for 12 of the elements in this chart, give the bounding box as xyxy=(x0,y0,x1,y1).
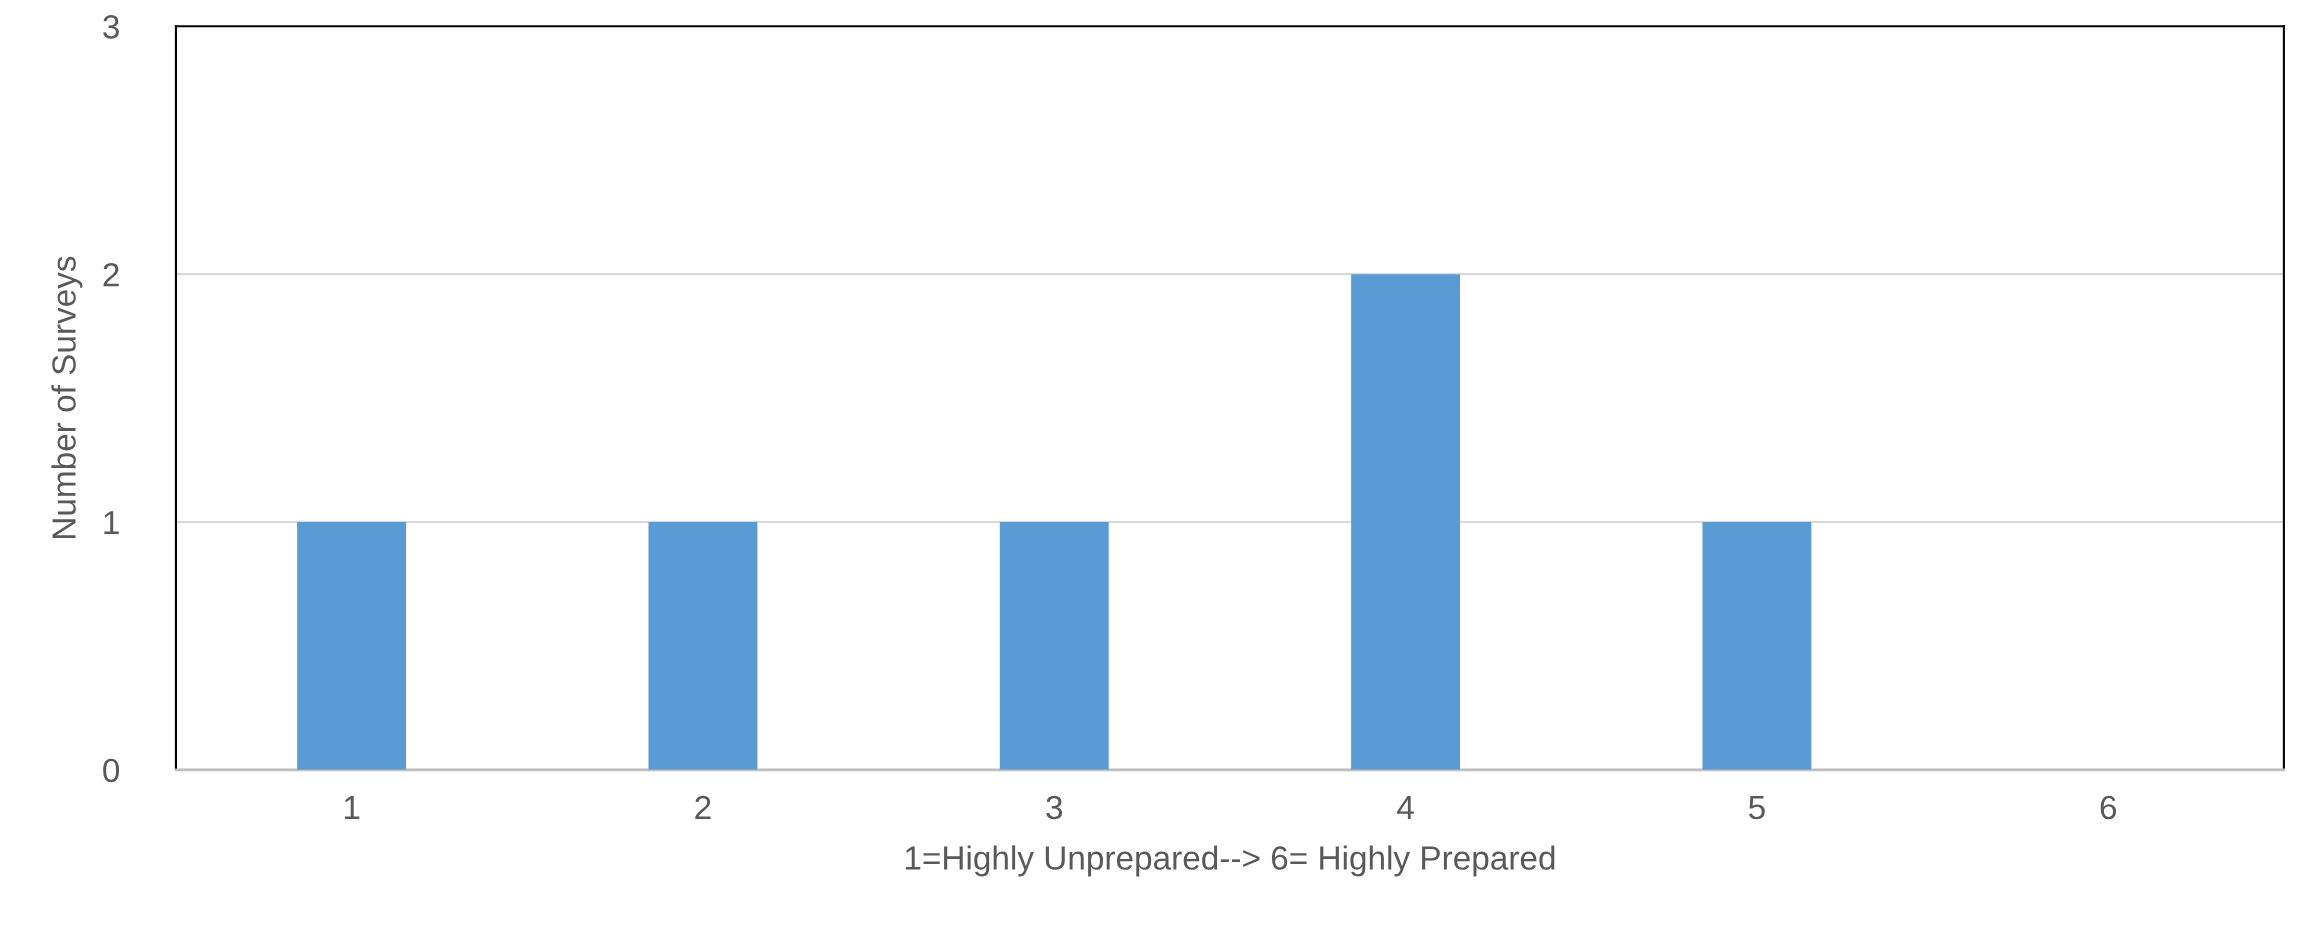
y-tick-label: 3 xyxy=(103,15,119,39)
y-tick-label: 2 xyxy=(103,262,119,287)
x-tick-label: 4 xyxy=(1397,796,1414,820)
x-tick-label: 6 xyxy=(2100,795,2117,820)
x-tick-label: 2 xyxy=(695,795,711,820)
x-tick-label: 3 xyxy=(1046,795,1063,820)
y-tick-label: 0 xyxy=(103,758,120,783)
x-axis-title: 1=Highly Unprepared--> 6= Highly Prepared xyxy=(905,845,1555,877)
x-tick-label: 1 xyxy=(344,796,360,820)
y-axis-title: Number of Surveys xyxy=(51,256,83,538)
x-tick-label: 5 xyxy=(1748,796,1765,820)
y-tick-label: 1 xyxy=(104,511,119,535)
